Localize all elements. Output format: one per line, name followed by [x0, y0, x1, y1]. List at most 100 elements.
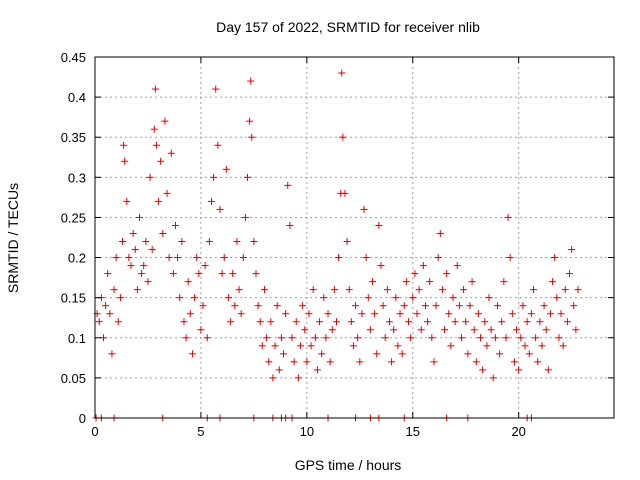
data-point: [263, 334, 271, 342]
data-point: [188, 350, 196, 358]
data-point: [481, 318, 489, 326]
data-point: [360, 205, 368, 213]
data-point: [313, 366, 321, 374]
data-point: [491, 334, 499, 342]
data-point: [513, 326, 521, 334]
data-point: [551, 254, 559, 262]
data-point: [138, 270, 146, 278]
data-point: [570, 302, 578, 310]
data-point: [320, 294, 328, 302]
data-point: [135, 213, 143, 221]
data-point: [248, 133, 256, 141]
data-point: [235, 286, 243, 294]
data-point: [191, 294, 199, 302]
data-point: [449, 294, 457, 302]
data-point: [133, 286, 141, 294]
data-point: [557, 310, 565, 318]
data-point: [324, 310, 332, 318]
grid-lines: [94, 56, 614, 419]
data-point: [413, 310, 421, 318]
data-point: [377, 262, 385, 270]
data-point: [498, 318, 506, 326]
data-point: [371, 310, 379, 318]
data-point: [417, 326, 425, 334]
data-point: [379, 302, 387, 310]
data-point: [332, 318, 340, 326]
data-point: [146, 173, 154, 181]
data-point: [428, 334, 436, 342]
data-point: [106, 310, 114, 318]
x-axis-label: GPS time / hours: [295, 457, 402, 473]
data-point: [292, 318, 300, 326]
data-point: [148, 246, 156, 254]
y-tick-label: 0.4: [68, 90, 86, 105]
data-point: [229, 270, 237, 278]
data-point: [553, 294, 561, 302]
data-point: [140, 262, 148, 270]
data-point: [120, 141, 128, 149]
data-point: [419, 262, 427, 270]
data-point: [99, 334, 107, 342]
data-point: [309, 286, 317, 294]
x-tick-label: 10: [300, 424, 314, 439]
data-point: [349, 342, 357, 350]
data-point: [343, 238, 351, 246]
data-point: [241, 213, 249, 221]
data-point: [152, 141, 160, 149]
data-point: [398, 350, 406, 358]
data-point: [508, 310, 516, 318]
data-point: [125, 254, 133, 262]
data-point: [252, 270, 260, 278]
data-point: [205, 238, 213, 246]
data-point: [549, 278, 557, 286]
data-point: [224, 294, 232, 302]
data-point: [218, 270, 226, 278]
data-point: [222, 165, 230, 173]
y-tick-label: 0.45: [61, 50, 86, 65]
data-point: [254, 302, 262, 310]
data-point: [237, 310, 245, 318]
data-point: [402, 278, 410, 286]
data-point: [244, 173, 252, 181]
data-point: [271, 342, 279, 350]
data-point: [436, 229, 444, 237]
y-tick-label: 0.1: [68, 331, 86, 346]
data-point: [544, 366, 552, 374]
data-point: [396, 310, 404, 318]
data-point: [415, 286, 423, 294]
data-point: [197, 326, 205, 334]
data-point: [174, 254, 182, 262]
data-point: [210, 173, 218, 181]
data-point: [347, 318, 355, 326]
data-point: [369, 278, 377, 286]
x-tick-label: 20: [511, 424, 525, 439]
data-point: [530, 286, 538, 294]
data-point: [390, 326, 398, 334]
data-point: [299, 302, 307, 310]
data-point: [159, 229, 167, 237]
data-point: [129, 229, 137, 237]
data-point: [247, 77, 255, 85]
data-point: [354, 334, 362, 342]
data-point: [542, 326, 550, 334]
data-point: [127, 262, 135, 270]
data-point: [566, 270, 574, 278]
data-point: [269, 374, 277, 382]
data-point: [193, 254, 201, 262]
y-tick-label: 0.15: [61, 291, 86, 306]
y-axis-label: SRMTID / TECUs: [5, 183, 21, 293]
data-point: [95, 318, 103, 326]
data-point: [527, 310, 535, 318]
data-point: [500, 278, 508, 286]
data-point: [385, 318, 393, 326]
data-point: [328, 326, 336, 334]
data-point: [157, 157, 165, 165]
data-point: [424, 318, 432, 326]
data-point: [307, 342, 315, 350]
data-point: [161, 117, 169, 125]
data-point: [394, 342, 402, 350]
data-point: [335, 254, 343, 262]
data-point: [114, 318, 122, 326]
data-point: [216, 205, 224, 213]
chart-title: Day 157 of 2022, SRMTID for receiver nli…: [216, 19, 480, 35]
